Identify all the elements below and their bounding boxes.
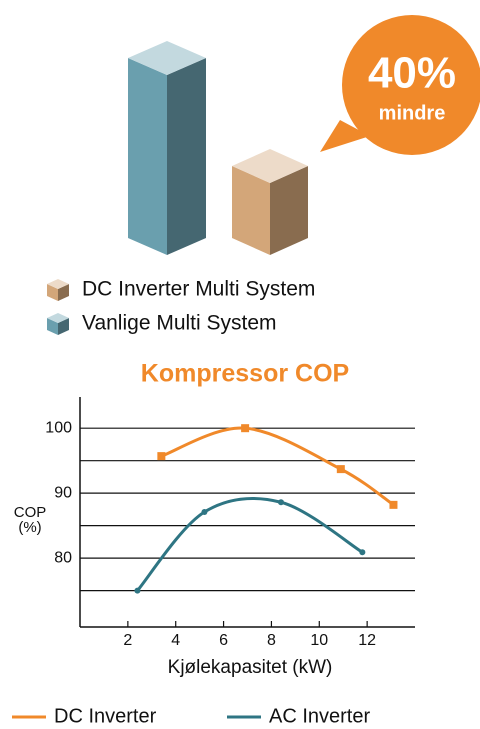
x-tick-label: 4	[171, 632, 180, 649]
prism	[232, 149, 308, 255]
y-tick-label: 100	[45, 419, 72, 436]
y-tick-label: 80	[54, 549, 72, 566]
prism	[128, 41, 206, 255]
x-axis-label: Kjølekapasitet (kW)	[168, 657, 333, 678]
legend-label: DC Inverter	[54, 705, 157, 727]
callout-value: 40%	[368, 49, 456, 98]
legend-label: AC Inverter	[269, 705, 370, 727]
chart-title: Kompressor COP	[141, 360, 349, 388]
y-axis-label: (%)	[18, 519, 41, 536]
x-tick-label: 10	[310, 632, 328, 649]
data-point	[278, 499, 284, 505]
data-point	[337, 465, 345, 473]
x-tick-label: 8	[267, 632, 276, 649]
y-tick-label: 90	[54, 484, 72, 501]
x-tick-label: 12	[358, 632, 376, 649]
prism-front	[128, 58, 167, 255]
data-point	[389, 501, 397, 509]
page: DC Inverter Multi System Vanlige Multi Sy…	[0, 0, 480, 729]
data-point	[134, 588, 140, 594]
series-line	[137, 498, 362, 590]
data-point	[157, 452, 165, 460]
x-tick-label: 6	[219, 632, 228, 649]
prism-side	[167, 58, 206, 255]
data-point	[201, 509, 207, 515]
callout-label: mindre	[379, 102, 446, 124]
legend-label: Vanlige Multi System	[82, 312, 277, 335]
data-point	[241, 424, 249, 432]
legend-label: DC Inverter Multi System	[82, 278, 315, 301]
data-point	[359, 549, 365, 555]
x-tick-label: 2	[123, 632, 132, 649]
